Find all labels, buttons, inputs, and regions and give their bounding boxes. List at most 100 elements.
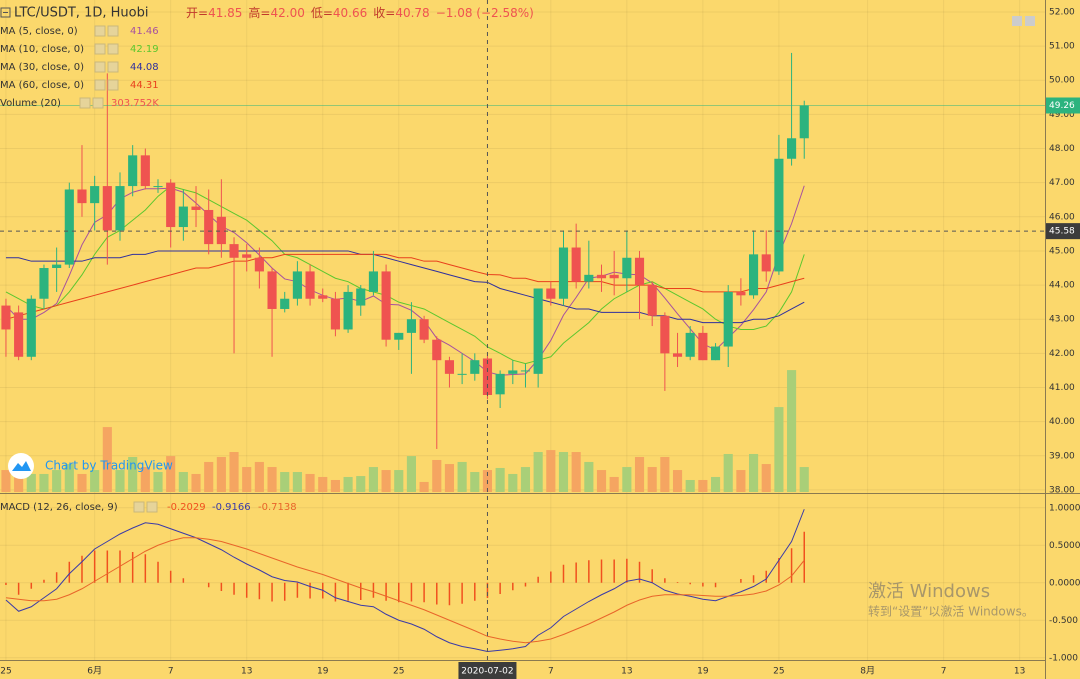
volume-bar	[495, 467, 505, 492]
candle-body	[495, 373, 505, 395]
volume-bar	[723, 453, 733, 492]
candle-body	[558, 247, 569, 299]
volume-bar	[444, 464, 455, 492]
candle-body	[77, 189, 87, 204]
ohlc-value: 41.85	[208, 6, 242, 20]
crosshair-price-box	[1046, 223, 1080, 240]
candle-body	[622, 257, 632, 279]
candle-body	[356, 288, 366, 306]
candle-body	[723, 291, 733, 347]
volume-bar	[419, 481, 429, 492]
branding-text[interactable]: Chart by TradingView	[45, 459, 173, 473]
candle-body	[444, 360, 455, 374]
remove-button[interactable]	[92, 97, 104, 109]
candle-body	[254, 257, 264, 272]
volume-bar	[558, 452, 569, 492]
watermark-title: 激活 Windows	[868, 581, 990, 602]
candle-body	[508, 370, 518, 374]
volume-bar	[204, 461, 214, 492]
y-tick-label: 43.00	[1049, 315, 1075, 325]
volume-legend-name: Volume (20)	[0, 98, 61, 109]
x-tick-label: 19	[697, 667, 709, 677]
macd-line	[5, 537, 805, 644]
volume-bar	[406, 456, 416, 492]
volume-bar	[102, 427, 112, 492]
scale-button[interactable]	[1025, 16, 1035, 26]
candle-body	[14, 312, 24, 357]
candle-body	[330, 298, 340, 330]
volume-bar	[39, 473, 49, 492]
candle-body	[546, 288, 556, 299]
candle-body	[39, 268, 49, 299]
settings-button[interactable]	[94, 25, 106, 37]
scale-button[interactable]	[1012, 16, 1022, 26]
ohlc-value: 42.00	[270, 6, 304, 20]
y-tick-label: 50.00	[1049, 76, 1075, 86]
remove-button[interactable]	[107, 79, 119, 91]
candle-body	[710, 346, 721, 361]
volume-bar	[508, 473, 518, 492]
volume-legend-value: 303.752K	[111, 98, 159, 109]
candle-body	[140, 155, 150, 187]
candle-body	[381, 271, 391, 340]
volume-bar	[191, 473, 201, 492]
volume-bar	[343, 476, 353, 492]
x-tick-label: 7	[168, 667, 174, 677]
remove-button[interactable]	[107, 43, 119, 55]
y-tick-label: 38.00	[1049, 485, 1075, 495]
remove-button[interactable]	[146, 501, 158, 513]
settings-button[interactable]	[94, 79, 106, 91]
y-tick-label: 42.00	[1049, 349, 1075, 359]
volume-bar	[533, 452, 543, 492]
volume-bar	[609, 476, 619, 492]
candle-body	[672, 353, 683, 357]
candle-body	[204, 209, 214, 245]
settings-button[interactable]	[79, 97, 91, 109]
ohlc-label: 高=	[248, 5, 270, 20]
macd-layer	[5, 509, 805, 653]
collapse-icon[interactable]	[0, 7, 11, 18]
volume-bar	[140, 467, 150, 492]
candle-body	[520, 370, 531, 372]
candle-body	[343, 291, 353, 330]
ma-line	[5, 250, 805, 324]
ma-line	[5, 185, 805, 376]
macd-line	[5, 509, 805, 653]
volume-bar	[799, 467, 809, 492]
x-tick-label: 13	[241, 667, 252, 677]
y-tick-label: 46.00	[1049, 212, 1075, 222]
crosshair-price-label: 45.58	[1049, 227, 1075, 237]
y-tick-label: 39.00	[1049, 451, 1075, 461]
volume-bar	[64, 464, 74, 492]
settings-button[interactable]	[133, 501, 145, 513]
candle-body	[647, 285, 657, 316]
candle-body	[102, 186, 112, 231]
y-tick-label: 45.00	[1049, 246, 1075, 256]
x-tick-label: 25	[393, 667, 404, 677]
ohlc-label: 低=	[311, 6, 333, 20]
volume-bar	[660, 456, 670, 492]
candle-body	[368, 271, 378, 292]
y-tick-label: 49.00	[1049, 110, 1075, 120]
ma-legend-name: MA (60, close, 0)	[0, 80, 84, 91]
ma-layer	[5, 185, 805, 376]
remove-button[interactable]	[107, 61, 119, 73]
volume-bar	[774, 407, 784, 492]
settings-button[interactable]	[94, 61, 106, 73]
volume-bar	[178, 472, 188, 492]
volume-bar	[596, 470, 607, 492]
macd-legend-value: -0.7138	[258, 502, 297, 513]
candle-body	[166, 182, 176, 228]
axes-layer: 38.00 39.00 40.00 41.00 42.00 43.00 44.00 45.00…	[0, 7, 1080, 679]
candle-body	[406, 319, 416, 333]
remove-button[interactable]	[107, 25, 119, 37]
candle-body	[178, 206, 188, 228]
volume-bar	[166, 456, 176, 492]
candle-body	[267, 271, 277, 309]
last-price-label: 49.26	[1049, 101, 1075, 111]
settings-button[interactable]	[94, 43, 106, 55]
x-tick-label: 25	[0, 667, 11, 677]
candle-body	[432, 339, 442, 361]
volume-bar	[685, 479, 695, 492]
